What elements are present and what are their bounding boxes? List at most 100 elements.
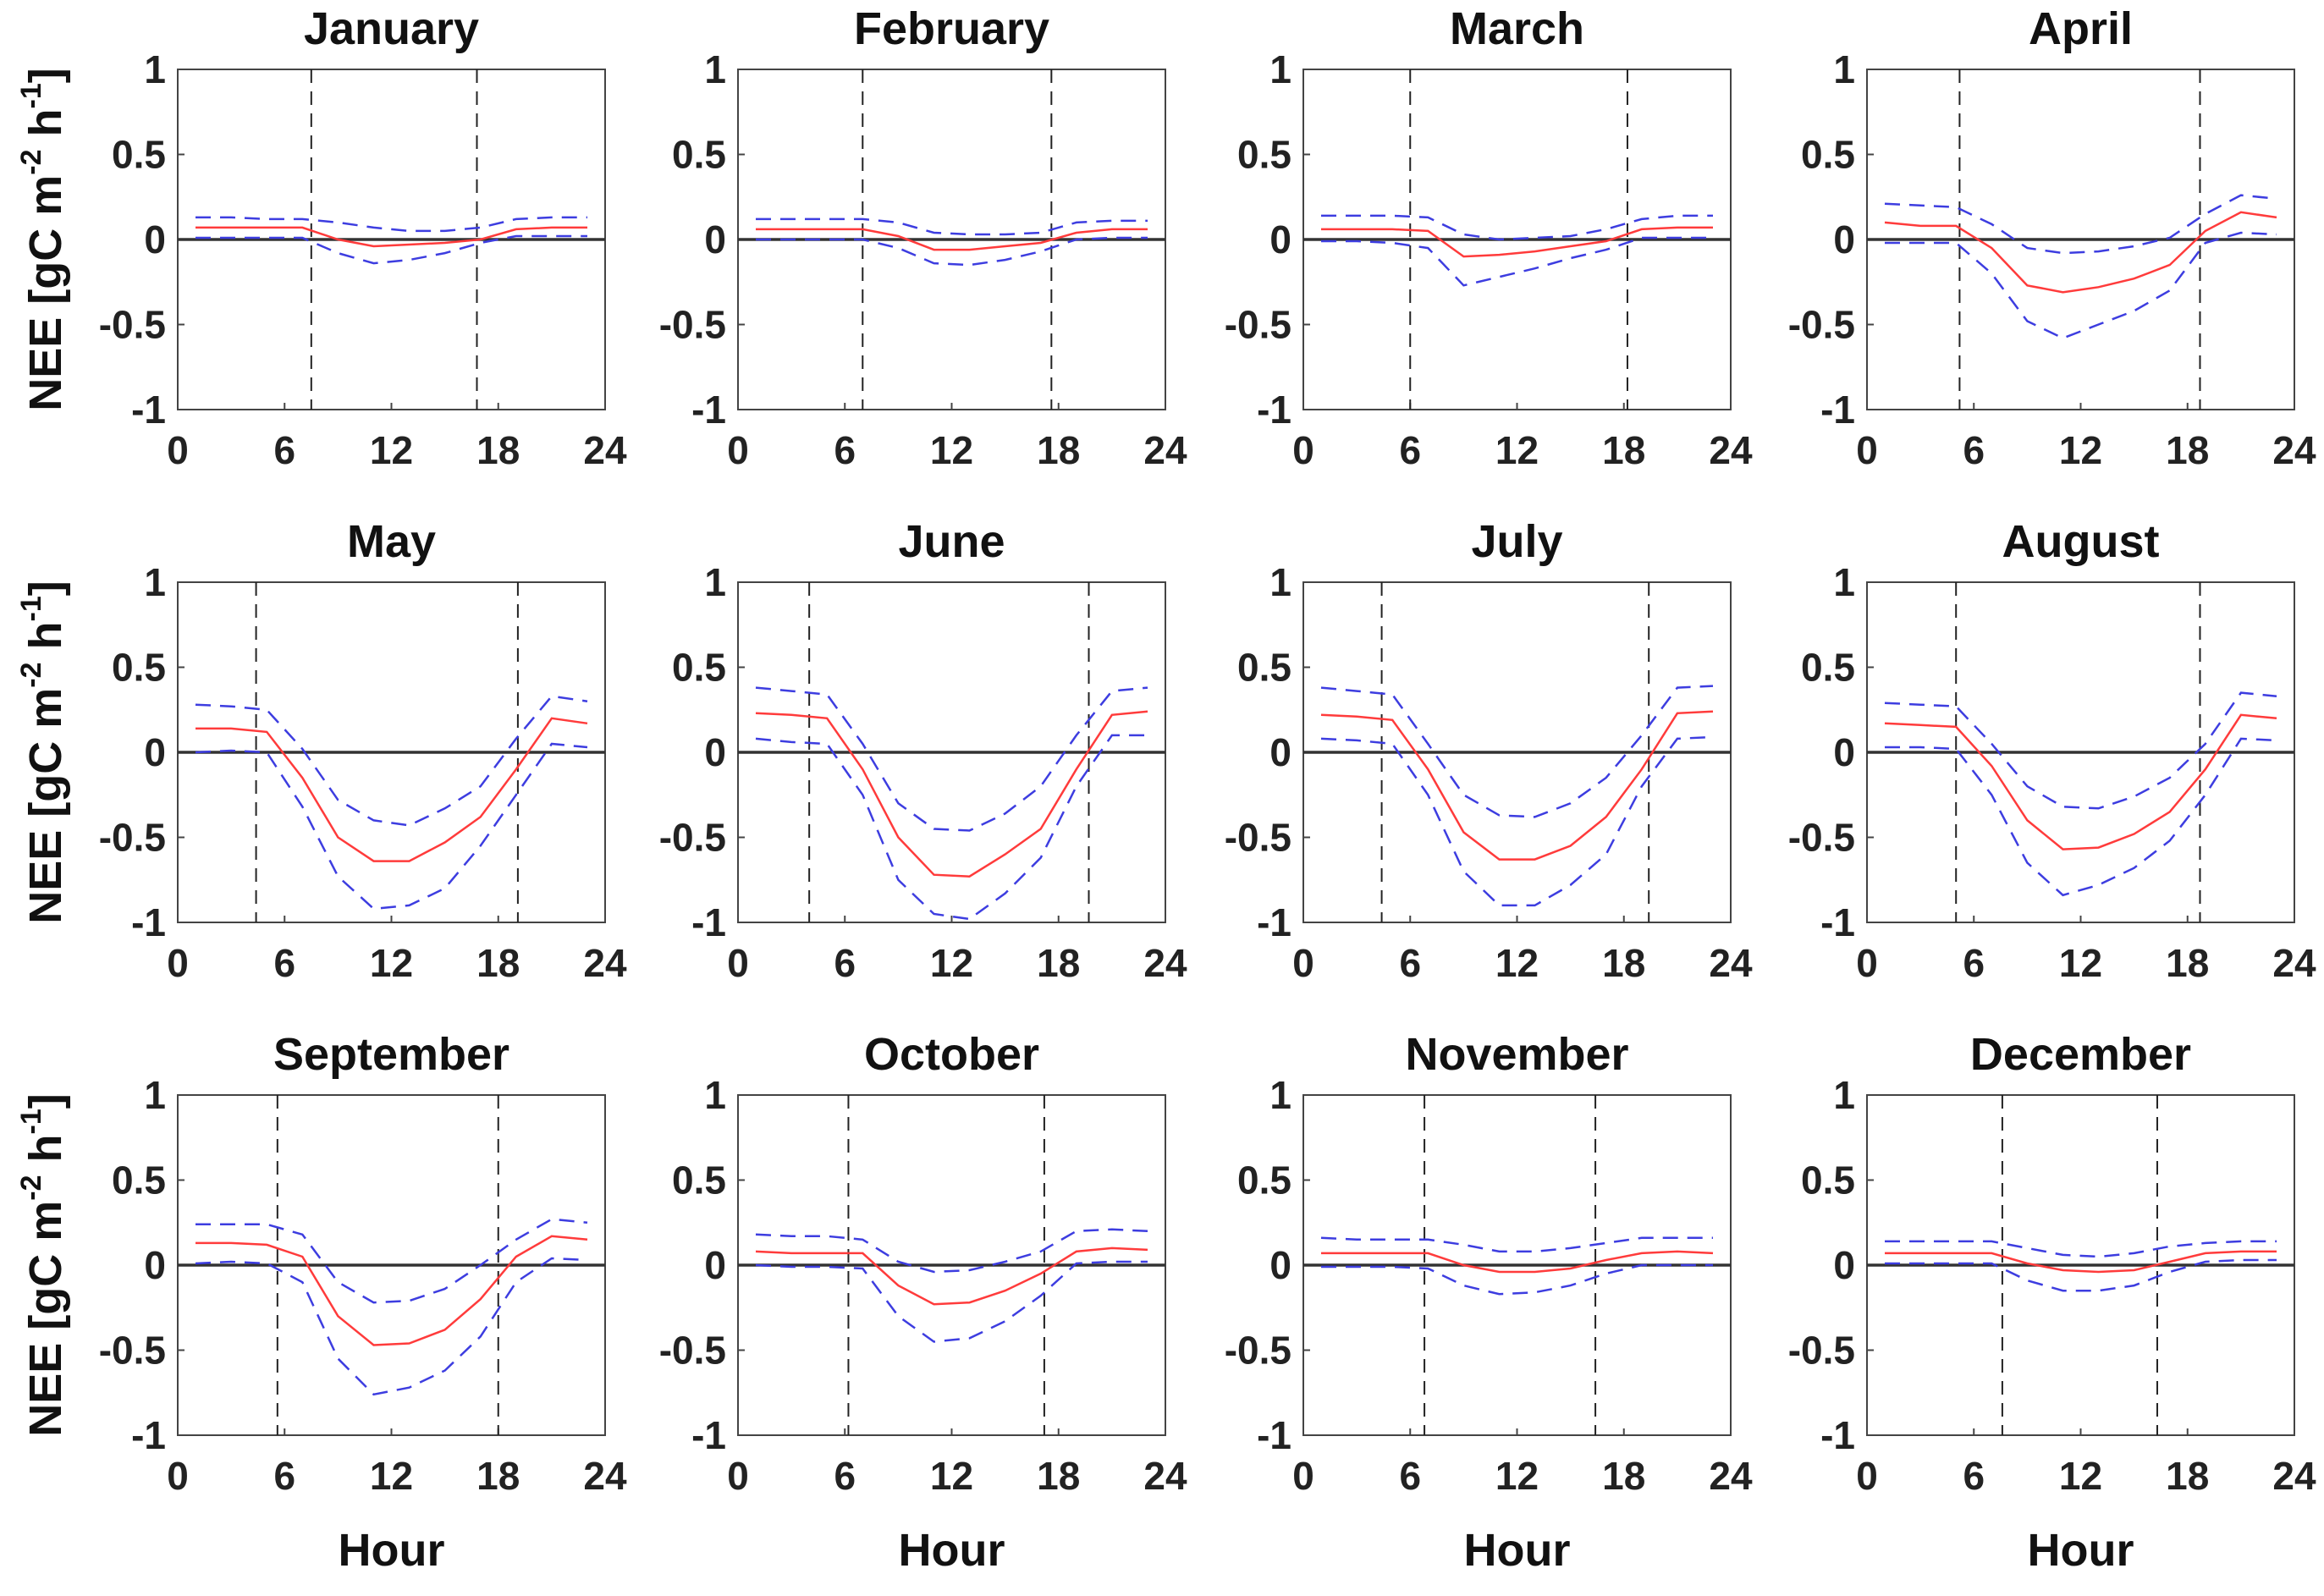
upper-bound-line xyxy=(755,1228,1148,1274)
ylabel-prefix: NEE [gC m xyxy=(20,175,71,411)
y-tick-label: -0.5 xyxy=(659,303,726,347)
mean-nee-line xyxy=(1885,1250,2277,1274)
y-tick-label: 0.5 xyxy=(112,646,166,690)
x-tick-label: 18 xyxy=(1037,428,1080,472)
x-tick-label: 0 xyxy=(167,1454,189,1498)
y-tick-label: -0.5 xyxy=(99,303,166,347)
y-tick-label: -1 xyxy=(131,1413,166,1457)
x-tick-label: 12 xyxy=(1495,1454,1539,1498)
x-tick-label: 12 xyxy=(1495,941,1539,985)
y-tick-label: -0.5 xyxy=(1788,816,1855,860)
y-tick-label: 1 xyxy=(1269,560,1291,604)
x-tick-label: 0 xyxy=(1856,941,1878,985)
x-tick-label: 18 xyxy=(1602,941,1645,985)
x-tick-label: 12 xyxy=(930,1454,973,1498)
ylabel-mid: h xyxy=(20,621,71,662)
ylabel-suffix: ] xyxy=(20,68,71,83)
x-tick-label: 12 xyxy=(370,428,413,472)
panel-title: February xyxy=(854,3,1049,54)
ylabel-sup-2: -1 xyxy=(15,1109,47,1134)
lower-bound-line xyxy=(1885,737,2277,897)
mean-nee-line xyxy=(196,717,588,862)
mean-nee-line xyxy=(1321,1250,1714,1274)
x-tick-label: 24 xyxy=(1143,1454,1187,1498)
y-tick-label: -1 xyxy=(131,900,166,944)
x-tick-label: 6 xyxy=(1399,941,1421,985)
y-tick-label: -1 xyxy=(691,388,726,432)
lower-bound-line xyxy=(196,234,587,265)
x-tick-label: 24 xyxy=(2272,941,2316,985)
x-tick-label: 0 xyxy=(1856,428,1878,472)
y-tick-label: -1 xyxy=(1820,900,1855,944)
ylabel-mid: h xyxy=(20,108,71,149)
x-tick-label: 12 xyxy=(930,428,973,472)
x-tick-label: 6 xyxy=(1399,1454,1421,1498)
y-tick-label: -0.5 xyxy=(99,816,166,860)
y-tick-label: -1 xyxy=(1820,1413,1855,1457)
y-tick-label: 0 xyxy=(1269,217,1291,261)
ylabel-sup-2: -1 xyxy=(15,596,47,621)
mean-nee-line xyxy=(756,228,1148,251)
panel-title: March xyxy=(1450,3,1584,54)
y-tick-label: 0.5 xyxy=(672,1158,726,1203)
y-tick-label: 0.5 xyxy=(1237,646,1291,690)
y-tick-label: -0.5 xyxy=(1225,816,1291,860)
y-tick-label: 0 xyxy=(144,1243,166,1287)
x-tick-label: 12 xyxy=(2059,941,2102,985)
lower-bound-line xyxy=(1885,231,2277,339)
x-tick-label: 18 xyxy=(476,428,520,472)
mean-nee-line xyxy=(1884,713,2277,850)
y-tick-label: 1 xyxy=(1833,560,1855,604)
y-axis-label: NEE [gC m-2 h-1] xyxy=(15,1093,71,1436)
y-tick-label: 0.5 xyxy=(1237,1158,1291,1203)
x-tick-label: 24 xyxy=(2272,428,2316,472)
y-tick-label: -0.5 xyxy=(1225,303,1291,347)
y-tick-label: 0 xyxy=(1833,730,1855,774)
y-tick-label: -0.5 xyxy=(99,1329,166,1373)
y-tick-label: 1 xyxy=(704,47,726,91)
x-tick-label: 24 xyxy=(2272,1454,2316,1498)
x-tick-label: 18 xyxy=(1037,1454,1080,1498)
x-tick-label: 6 xyxy=(1963,428,1985,472)
upper-bound-line xyxy=(1320,1236,1713,1253)
y-tick-label: -0.5 xyxy=(1788,303,1855,347)
y-tick-label: 0 xyxy=(144,217,166,261)
mean-nee-line xyxy=(755,1247,1148,1306)
x-tick-label: 0 xyxy=(1292,941,1314,985)
lower-bound-line xyxy=(756,236,1148,267)
upper-bound-line xyxy=(1884,194,2277,255)
upper-bound-line xyxy=(196,1218,588,1304)
x-tick-label: 24 xyxy=(583,941,627,985)
y-tick-label: -1 xyxy=(1820,388,1855,432)
y-tick-label: 0.5 xyxy=(112,133,166,177)
x-tick-label: 24 xyxy=(1143,941,1187,985)
upper-bound-line xyxy=(1885,1240,2277,1258)
x-tick-label: 12 xyxy=(370,941,413,985)
lower-bound-line xyxy=(755,1260,1148,1343)
panel-title: April xyxy=(2029,3,2133,54)
y-tick-label: 0.5 xyxy=(1237,133,1291,177)
lower-bound-line xyxy=(1321,236,1713,287)
x-tick-label: 6 xyxy=(834,428,856,472)
panel-title: May xyxy=(347,516,436,567)
x-tick-label: 6 xyxy=(1399,428,1421,472)
x-tick-label: 18 xyxy=(1602,428,1645,472)
mean-nee-line xyxy=(1321,226,1713,258)
ylabel-suffix: ] xyxy=(20,581,71,596)
x-tick-label: 18 xyxy=(1037,941,1080,985)
y-tick-label: 1 xyxy=(1833,1073,1855,1117)
y-tick-label: 0.5 xyxy=(112,1158,166,1203)
y-tick-label: -1 xyxy=(691,900,726,944)
x-tick-label: 6 xyxy=(1963,941,1985,985)
ylabel-mid: h xyxy=(20,1134,71,1175)
ylabel-sup-2: -1 xyxy=(15,83,47,108)
y-axis-label: NEE [gC m-2 h-1] xyxy=(15,68,71,410)
panel-title: January xyxy=(304,3,479,54)
